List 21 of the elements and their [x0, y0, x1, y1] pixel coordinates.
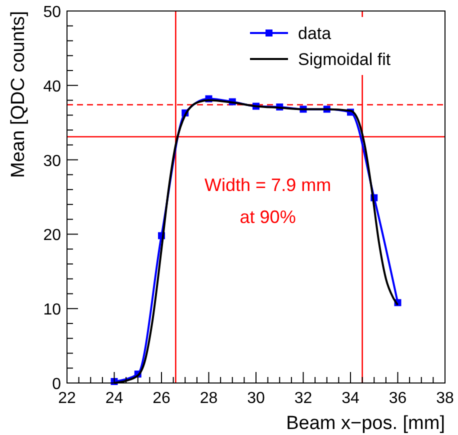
- y-tick-label: 20: [43, 227, 62, 244]
- y-tick-label: 30: [43, 152, 62, 170]
- x-tick-label: 26: [152, 390, 170, 407]
- x-tick-label: 22: [58, 390, 76, 407]
- x-tick-label: 32: [294, 390, 312, 407]
- y-axis-title: Mean [QDC counts]: [8, 11, 29, 178]
- y-tick-label: 10: [43, 302, 62, 319]
- x-tick-label: 24: [105, 390, 124, 407]
- y-tick-label: 40: [43, 78, 62, 96]
- y-tick-label: 0: [52, 376, 62, 393]
- x-tick-label: 38: [436, 390, 454, 407]
- x-tick-label: 30: [247, 390, 265, 407]
- annotation: Width = 7.9 mm: [204, 175, 332, 196]
- legend-label: Sigmoidal fit: [298, 50, 391, 69]
- x-tick-label: 28: [200, 390, 218, 407]
- annotation: at 90%: [240, 207, 296, 228]
- y-tick-label: 50: [43, 4, 62, 21]
- x-axis-title: Beam x−pos. [mm]: [286, 413, 445, 434]
- x-tick-label: 36: [388, 390, 407, 407]
- legend-label: data: [298, 24, 332, 43]
- x-tick-label: 34: [342, 390, 360, 407]
